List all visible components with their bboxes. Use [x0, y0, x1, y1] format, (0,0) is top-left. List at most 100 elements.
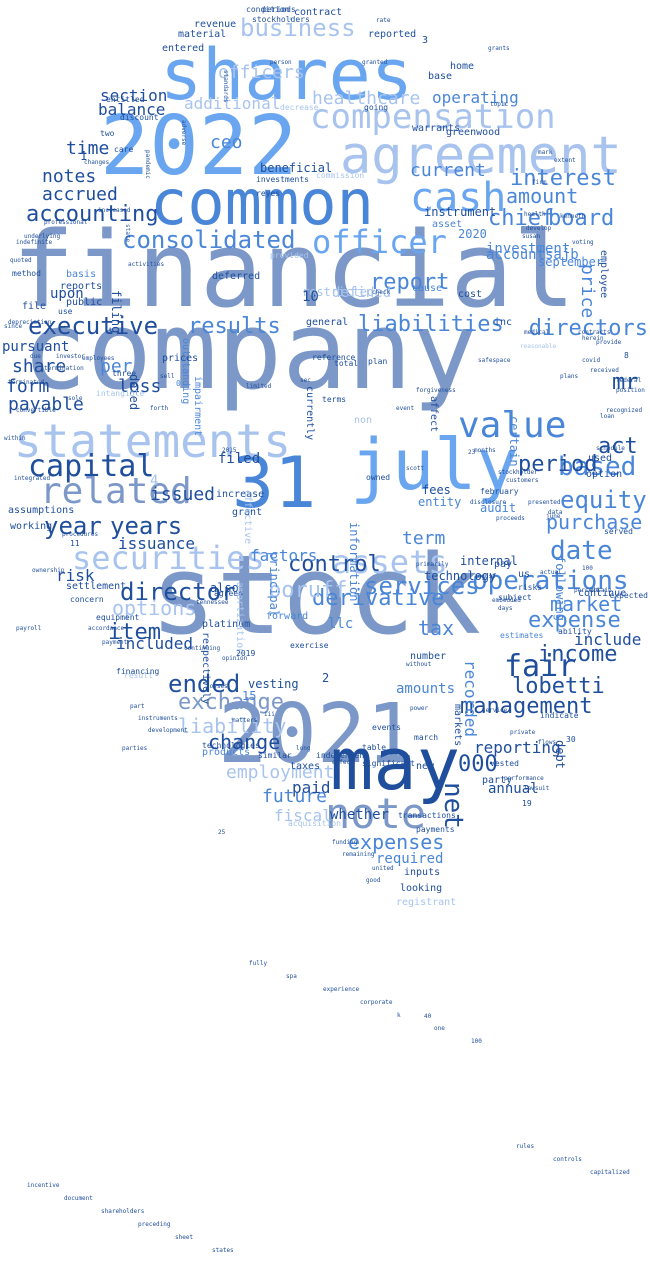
cloud-word: significant	[362, 759, 415, 768]
cloud-word: technology	[424, 569, 497, 583]
cloud-word: impairment	[192, 376, 203, 437]
cloud-word: total	[334, 359, 359, 368]
cloud-word: indefinite	[16, 239, 53, 246]
cloud-word: tax	[418, 616, 455, 640]
cloud-word: cause	[412, 283, 443, 294]
cloud-word: currently	[304, 386, 315, 441]
cloud-word: opinion	[222, 655, 248, 662]
cloud-word: loss	[118, 376, 162, 397]
cloud-word: increased	[98, 207, 131, 214]
cloud-word: standards	[222, 70, 229, 103]
cloud-word: instruments	[138, 715, 178, 722]
cloud-word: stockholder	[498, 469, 538, 476]
cloud-word: 15	[242, 689, 257, 703]
cloud-word: affect	[428, 396, 439, 433]
cloud-word: 100	[471, 1038, 482, 1045]
cloud-word: service	[482, 707, 508, 714]
cloud-word: funding	[332, 839, 358, 846]
cloud-word: development	[148, 727, 188, 734]
cloud-word: remaining	[342, 851, 375, 858]
cloud-word: vesting	[248, 677, 299, 691]
cloud-word: iii	[264, 711, 275, 718]
cloud-word: executive	[28, 312, 159, 340]
cloud-word: additional	[184, 94, 281, 113]
cloud-word: part	[130, 703, 145, 710]
cloud-word: 0	[176, 379, 181, 388]
cloud-word: beneficial	[260, 161, 333, 175]
cloud-word: 11	[70, 539, 80, 548]
cloud-word: reasonable	[520, 343, 557, 350]
cloud-word: customers	[506, 477, 539, 484]
cloud-word: safespace	[478, 357, 511, 364]
cloud-word: note	[325, 789, 427, 838]
cloud-word: indicate	[540, 711, 579, 720]
cloud-word: 000	[458, 752, 498, 777]
cloud-word: subject	[498, 593, 532, 602]
cloud-word: required	[376, 851, 444, 867]
cloud-word: three	[112, 369, 137, 378]
cloud-word: employees	[82, 355, 115, 362]
cloud-word: reported	[368, 29, 417, 40]
cloud-word: fees	[422, 483, 451, 497]
cloud-word: received	[590, 367, 619, 374]
cloud-word: activities	[128, 261, 165, 268]
cloud-word: presented	[528, 499, 561, 506]
cloud-word: table	[362, 743, 387, 752]
cloud-word: discount	[120, 113, 159, 122]
cloud-word: used	[588, 453, 613, 464]
cloud-word: option	[586, 469, 623, 480]
cloud-word: prices	[162, 353, 199, 364]
cloud-word: topic	[490, 101, 509, 108]
cloud-word: period	[518, 452, 598, 477]
cloud-word: plans	[560, 373, 579, 380]
cloud-word: procedures	[62, 531, 99, 538]
cloud-word: fair	[504, 649, 577, 684]
cloud-word: taxes	[290, 761, 321, 772]
cloud-word: expenses	[348, 830, 445, 854]
cloud-word: underlying	[24, 233, 61, 240]
cloud-word: directors	[528, 316, 648, 341]
cloud-word: derivative	[312, 586, 445, 611]
cloud-word: proceeds	[496, 515, 525, 522]
cloud-word: scott	[406, 465, 425, 472]
cloud-word: pay	[494, 559, 513, 570]
cloud-word: 2	[322, 671, 330, 685]
cloud-word: granted	[362, 59, 388, 66]
cloud-word: company	[22, 289, 478, 414]
cloud-word: date	[550, 536, 613, 566]
cloud-word: professional	[44, 219, 88, 226]
cloud-word: payments	[416, 825, 455, 834]
cloud-word: matters	[232, 717, 258, 724]
cloud-word: certain	[507, 416, 521, 467]
cloud-word: reference	[312, 353, 356, 362]
cloud-word: decrease	[280, 103, 319, 112]
cloud-word: fiscal	[274, 806, 332, 825]
cloud-word: financing	[116, 667, 160, 676]
cloud-word: preceding	[138, 1221, 171, 1228]
cloud-word: investor	[56, 353, 85, 360]
cloud-word: accounting	[26, 202, 159, 227]
cloud-word: included	[116, 634, 194, 653]
cloud-word: options	[112, 596, 197, 620]
cloud-word: operating	[432, 88, 519, 107]
cloud-word: february	[480, 487, 519, 496]
cloud-word: entitled	[106, 95, 145, 104]
cloud-word: registrant	[396, 897, 457, 908]
cloud-word: issuance	[118, 534, 196, 553]
cloud-word: purchase	[546, 510, 643, 534]
cloud-word: controls	[553, 1156, 582, 1163]
cloud-word: entered	[162, 43, 205, 54]
cloud-word: price	[577, 264, 598, 319]
cloud-word: periods	[262, 5, 296, 14]
cloud-word: terms	[322, 395, 347, 404]
cloud-word: instrument	[424, 205, 497, 219]
cloud-word: report	[370, 270, 450, 295]
cloud-word: form	[6, 376, 50, 397]
cloud-word: common	[150, 166, 374, 239]
cloud-word: related	[40, 471, 192, 512]
cloud-word: 2021	[218, 687, 416, 782]
cloud-word: firm	[532, 179, 547, 186]
cloud-word: within	[4, 435, 26, 442]
cloud-word: provide	[596, 339, 622, 346]
cloud-word: limited	[246, 383, 272, 390]
